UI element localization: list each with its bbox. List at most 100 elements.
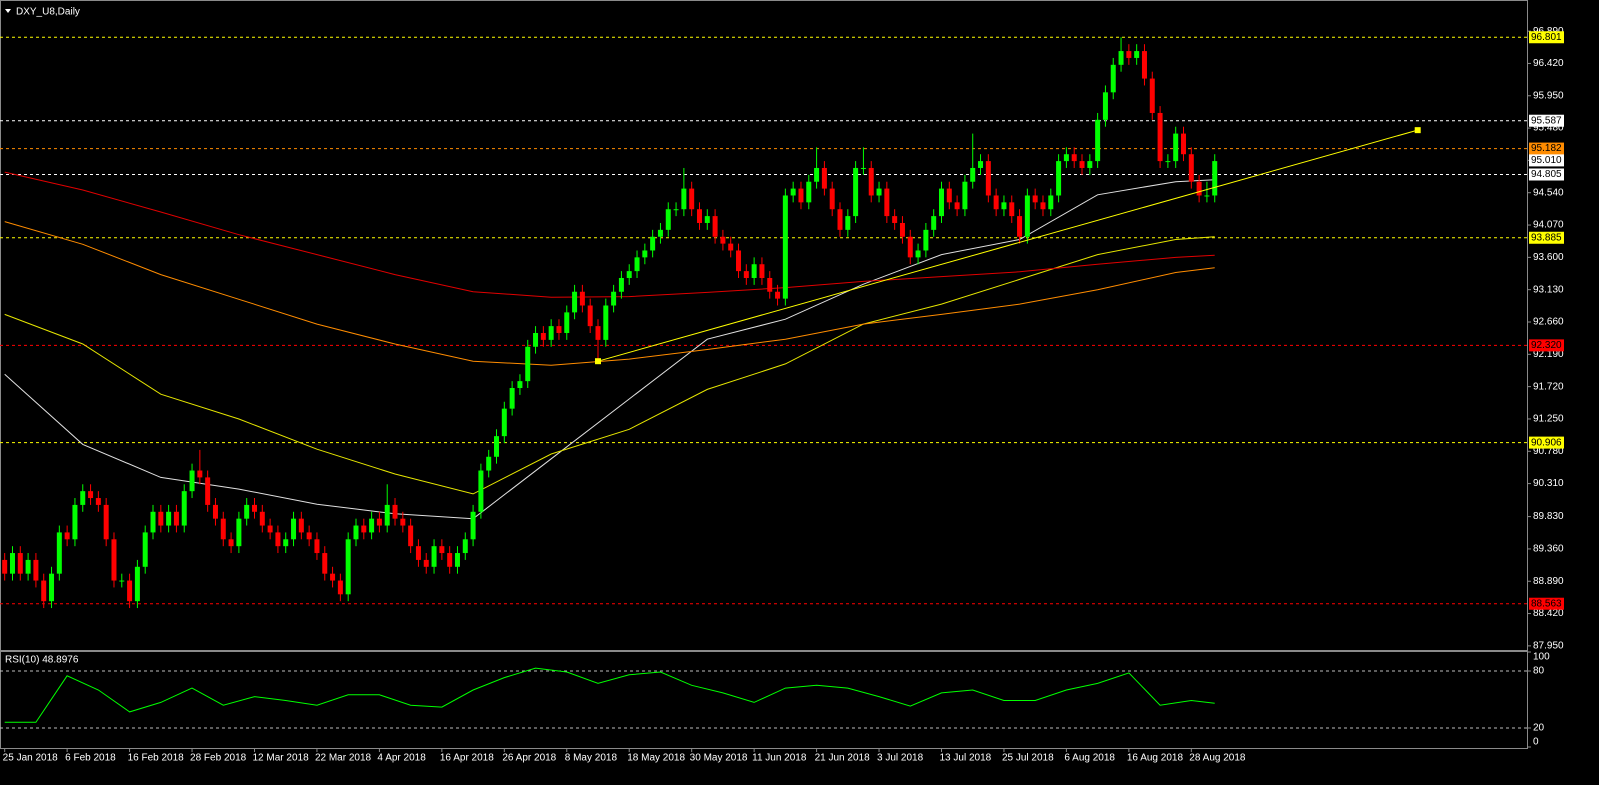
candle-body: [704, 216, 710, 223]
candle-body: [1001, 202, 1007, 210]
moving-average: [4, 179, 1215, 520]
candle-body: [868, 167, 874, 196]
candle-body: [454, 553, 460, 567]
candle-body: [657, 229, 663, 237]
candle-body: [517, 381, 523, 389]
y-tick-label: 94.540: [1533, 187, 1564, 198]
candle-body: [603, 305, 609, 340]
level-label-box: [1529, 142, 1564, 155]
level-label: 95.182: [1531, 143, 1562, 154]
candle-body: [556, 326, 562, 334]
candle-body: [64, 532, 70, 540]
candle-body: [462, 539, 468, 554]
level-label: 94.805: [1531, 169, 1562, 180]
candle-body: [1149, 78, 1155, 113]
x-tick-label: 16 Feb 2018: [128, 753, 185, 764]
y-tick-label: 90.310: [1533, 478, 1564, 489]
candle-body: [689, 188, 695, 210]
candle-body: [494, 436, 500, 457]
candle-body: [1102, 92, 1108, 120]
level-label: 90.906: [1531, 437, 1562, 448]
level-label: 93.885: [1531, 232, 1562, 243]
level-label: 88.563: [1531, 598, 1562, 609]
candle-body: [1056, 161, 1062, 196]
candle-body: [1095, 119, 1101, 162]
candle-body: [876, 188, 882, 196]
candle-body: [291, 518, 297, 540]
candle-body: [1212, 161, 1218, 196]
candle-body: [899, 222, 905, 237]
candle-body: [1009, 202, 1015, 217]
candle-body: [400, 518, 406, 526]
candle-body: [431, 546, 437, 567]
candle-body: [88, 491, 94, 499]
candle-body: [915, 250, 921, 258]
candle-body: [985, 161, 991, 196]
candle-body: [1188, 154, 1194, 182]
candle-body: [572, 291, 578, 313]
x-tick-label: 6 Aug 2018: [1064, 753, 1115, 764]
level-label: 92.320: [1531, 340, 1562, 351]
candle-body: [845, 216, 851, 230]
y-tick-label: 92.660: [1533, 317, 1564, 328]
candle-body: [486, 456, 492, 471]
candle-body: [1204, 195, 1210, 197]
candle-body: [938, 188, 944, 217]
candle-body: [501, 408, 507, 437]
candle-body: [681, 188, 687, 210]
candle-body: [954, 202, 960, 210]
rsi-title: RSI(10) 48.8976: [5, 655, 79, 666]
candle-body: [720, 236, 726, 244]
candle-body: [821, 167, 827, 189]
candle-body: [1024, 195, 1030, 237]
y-tick-label: 89.360: [1533, 544, 1564, 555]
candle-body: [1079, 161, 1085, 168]
candle-body: [228, 539, 234, 547]
candle-body: [728, 243, 734, 251]
candle-body: [80, 491, 86, 505]
level-label-box: [1529, 597, 1564, 610]
candle-body: [56, 532, 62, 574]
candle-body: [743, 271, 749, 278]
candle-body: [384, 504, 390, 526]
candle-body: [275, 532, 281, 547]
candle-body: [884, 188, 890, 217]
level-label-box: [1529, 168, 1564, 181]
x-tick-label: 3 Jul 2018: [877, 753, 924, 764]
trendline-anchor: [1414, 127, 1421, 134]
x-tick-label: 30 May 2018: [690, 753, 748, 764]
candle-body: [447, 553, 453, 567]
candle-body: [540, 333, 546, 340]
candle-body: [736, 250, 742, 272]
candle-body: [978, 161, 984, 168]
candle-body: [127, 580, 133, 602]
candle-body: [392, 504, 398, 519]
candle-body: [798, 188, 804, 203]
candle-body: [306, 532, 312, 540]
candle-body: [1032, 195, 1038, 203]
candle-body: [860, 167, 866, 169]
candle-body: [1173, 133, 1179, 162]
candle-body: [1071, 154, 1077, 162]
rsi-line: [4, 667, 1215, 723]
y-tick-label: 92.190: [1533, 349, 1564, 360]
candle-body: [49, 573, 55, 602]
y-tick-label: 20: [1533, 723, 1545, 734]
candle-body: [267, 525, 273, 533]
x-tick-label: 28 Aug 2018: [1189, 753, 1246, 764]
candle-body: [330, 573, 336, 581]
x-tick-label: 18 May 2018: [627, 753, 685, 764]
candle-body: [595, 326, 601, 340]
candle-body: [150, 511, 156, 533]
candle-body: [415, 546, 421, 560]
candle-body: [1157, 112, 1163, 162]
candle-body: [509, 388, 515, 409]
candle-body: [408, 525, 414, 547]
trendline-anchor: [594, 358, 601, 365]
candle-body: [993, 195, 999, 210]
candle-body: [439, 546, 445, 554]
level-label: 95.587: [1531, 115, 1562, 126]
chart-title: DXY_U8,Daily: [16, 7, 80, 18]
candle-body: [103, 504, 109, 540]
